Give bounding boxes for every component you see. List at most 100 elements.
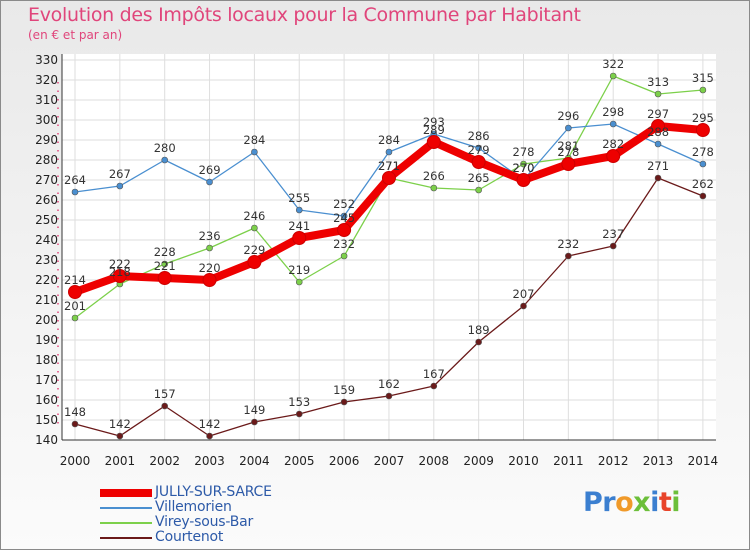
data-point	[161, 402, 168, 410]
data-label: 284	[243, 133, 265, 147]
data-label: 267	[109, 167, 131, 181]
data-label: 297	[647, 107, 669, 121]
y-tick-label: 140	[35, 433, 58, 447]
y-tick-label: 280	[35, 153, 58, 167]
data-point	[430, 184, 438, 192]
data-point	[295, 206, 303, 214]
x-tick-label: 2000	[60, 454, 91, 468]
y-tick-label: 220	[35, 273, 58, 287]
data-label: 167	[423, 367, 445, 381]
y-tick-label: 150	[35, 413, 58, 427]
data-label: 271	[647, 159, 669, 173]
data-point	[430, 382, 438, 390]
data-point	[112, 269, 127, 283]
x-tick-label: 2003	[194, 454, 225, 468]
data-label: 228	[154, 245, 176, 259]
data-label: 148	[64, 405, 86, 419]
data-point	[516, 173, 531, 187]
data-point	[385, 148, 393, 156]
data-label: 232	[557, 237, 579, 251]
data-point	[71, 314, 79, 322]
data-label: 142	[109, 417, 131, 431]
data-label: 279	[468, 143, 490, 157]
data-label: 295	[692, 111, 714, 125]
data-label: 142	[199, 417, 221, 431]
data-label: 153	[288, 395, 310, 409]
data-point	[520, 302, 527, 310]
x-tick-label: 2014	[688, 454, 719, 468]
data-point	[337, 223, 352, 237]
data-point	[654, 140, 662, 148]
data-label: 157	[154, 387, 176, 401]
data-label: 218	[109, 265, 131, 279]
data-label: 270	[513, 161, 535, 175]
data-point	[609, 72, 617, 80]
data-point	[695, 123, 710, 137]
data-point	[251, 418, 258, 426]
data-label: 222	[109, 257, 131, 271]
legend-swatch	[100, 522, 152, 524]
y-tick-label: 190	[35, 333, 58, 347]
y-tick-label: 240	[35, 233, 58, 247]
data-label: 322	[602, 57, 624, 71]
legend-label: JULLY-SUR-SARCE	[155, 484, 272, 500]
x-tick-label: 2012	[598, 454, 629, 468]
data-label: 236	[199, 229, 221, 243]
data-point	[247, 255, 262, 269]
data-point	[206, 178, 213, 186]
data-label: 284	[378, 133, 400, 147]
data-point	[251, 224, 258, 232]
data-label: 281	[557, 139, 579, 153]
y-tick-label: 270	[35, 173, 58, 187]
data-label: 271	[378, 159, 400, 173]
data-point	[295, 278, 303, 286]
data-label: 288	[647, 125, 669, 139]
data-point	[651, 119, 666, 133]
data-point	[161, 260, 168, 268]
data-label: 289	[423, 123, 445, 137]
y-tick-label: 180	[35, 353, 58, 367]
y-tick-label: 250	[35, 213, 58, 227]
data-point	[606, 149, 621, 163]
data-point	[295, 410, 303, 418]
data-label: 296	[557, 109, 579, 123]
y-tick-label: 230	[35, 253, 58, 267]
legend-swatch	[100, 537, 152, 539]
chart-subtitle: (en € et par an)	[28, 28, 123, 42]
data-point	[340, 398, 348, 406]
data-point	[565, 252, 572, 260]
data-label: 271	[378, 159, 400, 173]
data-label: 162	[378, 377, 400, 391]
data-point	[609, 242, 617, 250]
legend-swatch	[100, 507, 152, 509]
x-tick-label: 2011	[553, 454, 584, 468]
data-point	[71, 420, 79, 428]
data-point	[68, 285, 82, 299]
data-label: 214	[64, 273, 86, 287]
x-tick-label: 2007	[374, 454, 405, 468]
data-label: 220	[199, 261, 221, 275]
data-point	[654, 174, 662, 182]
data-label: 255	[288, 191, 310, 205]
data-label: 266	[423, 169, 445, 183]
data-point	[699, 86, 707, 94]
data-label: 201	[64, 299, 86, 313]
data-label: 280	[154, 141, 176, 155]
data-label: 229	[243, 243, 265, 257]
data-label: 189	[468, 323, 490, 337]
data-point	[206, 432, 213, 440]
data-point	[206, 244, 213, 252]
data-point	[520, 160, 527, 168]
data-point	[251, 148, 258, 156]
data-point	[292, 231, 307, 245]
data-label: 293	[423, 115, 445, 129]
x-tick-label: 2002	[149, 454, 180, 468]
data-point	[654, 90, 662, 98]
y-tick-label: 170	[35, 373, 58, 387]
data-label: 232	[333, 237, 355, 251]
x-tick-label: 2009	[463, 454, 494, 468]
chart-title: Evolution des Impôts locaux pour la Comm…	[28, 4, 581, 26]
x-tick-label: 2010	[508, 454, 539, 468]
data-point	[157, 271, 172, 285]
